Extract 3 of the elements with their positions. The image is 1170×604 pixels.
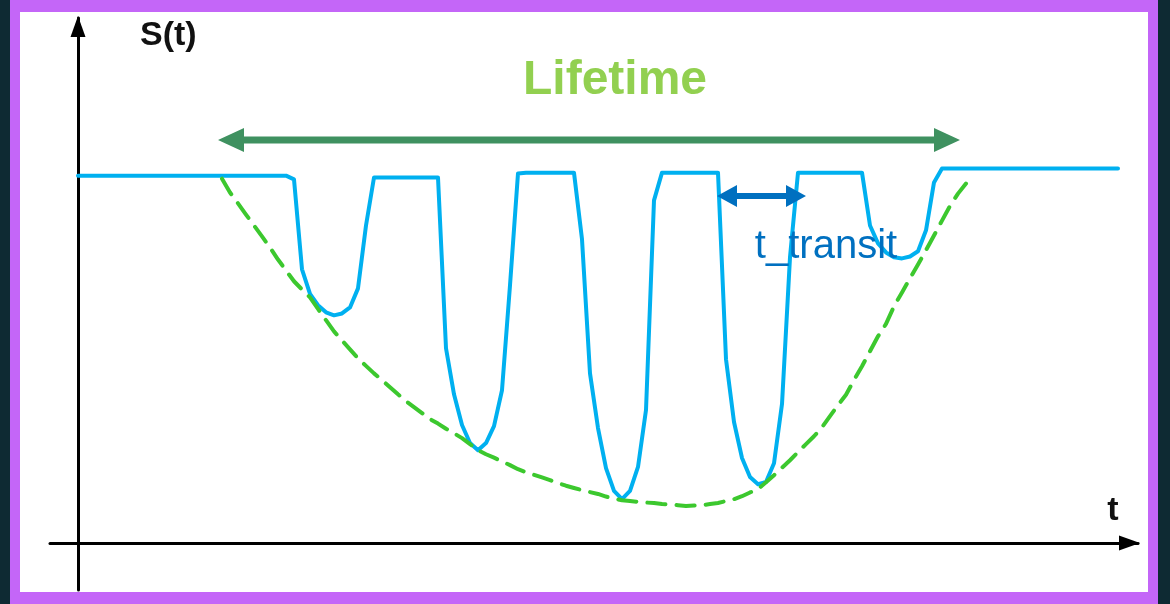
text: Lifetime — [522, 50, 708, 104]
x-axis-title: t — [1107, 489, 1119, 527]
y-axis-title: S(t) — [140, 14, 197, 52]
